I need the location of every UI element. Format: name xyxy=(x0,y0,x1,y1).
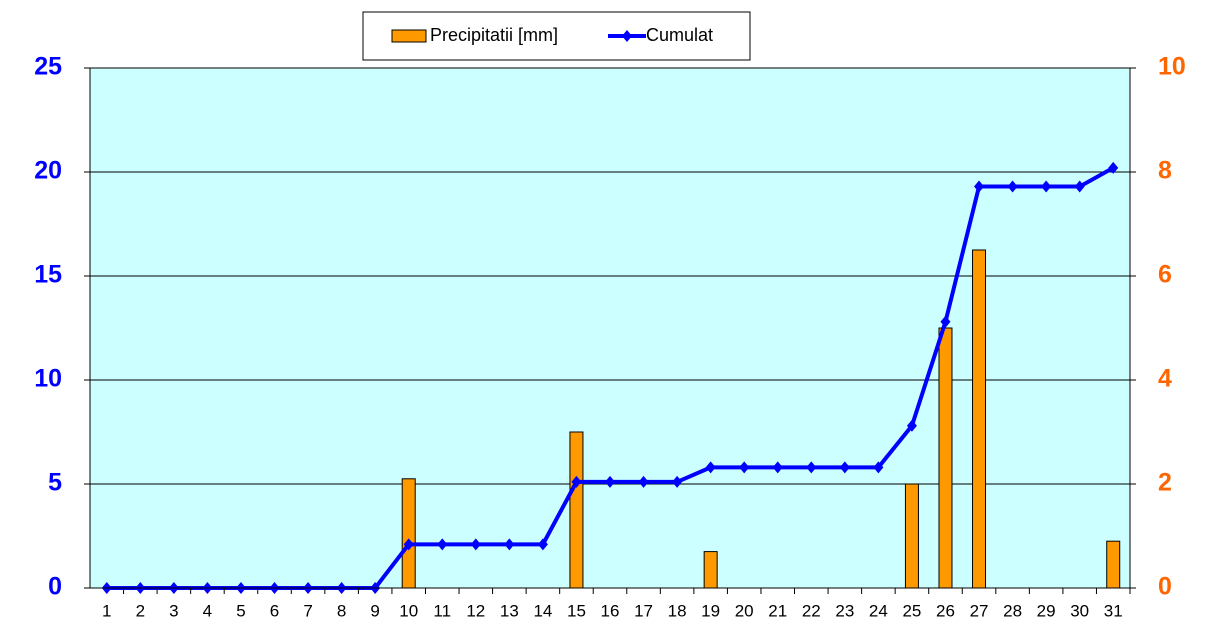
marker xyxy=(571,475,582,488)
x-tick-label: 15 xyxy=(567,601,586,620)
y2-tick-label: 8 xyxy=(1158,157,1172,185)
marker xyxy=(839,461,850,474)
x-tick-label: 28 xyxy=(1003,601,1022,620)
x-tick-label: 7 xyxy=(303,601,312,620)
x-tick-label: 25 xyxy=(902,601,921,620)
y-tick-label: 25 xyxy=(34,53,62,81)
x-tick-label: 27 xyxy=(970,601,989,620)
y2-tick-label: 6 xyxy=(1158,261,1172,289)
marker xyxy=(1074,180,1085,193)
y-tick-label: 0 xyxy=(48,573,62,601)
marker xyxy=(873,461,884,474)
legend-label: Precipitatii [mm] xyxy=(430,25,558,45)
marker xyxy=(470,538,481,551)
marker xyxy=(1108,161,1119,174)
y-tick-label: 20 xyxy=(34,157,62,185)
x-tick-label: 16 xyxy=(601,601,620,620)
x-tick-label: 31 xyxy=(1104,601,1123,620)
x-tick-label: 18 xyxy=(668,601,687,620)
bar xyxy=(972,249,987,589)
x-tick-label: 26 xyxy=(936,601,955,620)
marker xyxy=(906,419,917,432)
y2-tick-label: 0 xyxy=(1158,573,1172,601)
x-tick-label: 11 xyxy=(433,601,451,620)
y-tick-label: 15 xyxy=(34,261,62,289)
x-tick-label: 23 xyxy=(835,601,854,620)
x-tick-label: 1 xyxy=(102,601,111,620)
y2-tick-label: 10 xyxy=(1158,53,1186,81)
marker xyxy=(772,461,783,474)
legend-swatch xyxy=(391,29,427,43)
x-tick-label: 24 xyxy=(869,601,888,620)
x-tick-label: 5 xyxy=(236,601,245,620)
legend-label: Cumulat xyxy=(646,25,713,45)
x-tick-label: 19 xyxy=(701,601,720,620)
legend xyxy=(362,11,751,61)
bar xyxy=(401,478,416,589)
marker xyxy=(705,461,716,474)
marker xyxy=(403,538,414,551)
marker xyxy=(605,475,615,488)
x-tick-label: 9 xyxy=(370,601,379,620)
x-tick-label: 21 xyxy=(768,601,787,620)
marker xyxy=(1041,180,1052,193)
x-tick-label: 12 xyxy=(466,601,485,620)
marker xyxy=(806,461,817,474)
x-tick-label: 3 xyxy=(169,601,178,620)
bar xyxy=(703,551,718,589)
bar xyxy=(1106,540,1121,589)
marker xyxy=(638,475,649,488)
x-tick-label: 13 xyxy=(500,601,519,620)
x-tick-label: 29 xyxy=(1037,601,1056,620)
y2-tick-label: 4 xyxy=(1158,365,1172,393)
x-tick-label: 17 xyxy=(634,601,653,620)
marker xyxy=(672,475,683,488)
x-tick-label: 30 xyxy=(1070,601,1089,620)
marker xyxy=(537,538,548,551)
y2-tick-label: 2 xyxy=(1158,469,1172,497)
marker xyxy=(1007,180,1018,193)
marker xyxy=(974,180,985,193)
marker xyxy=(504,538,515,551)
marker xyxy=(940,315,951,328)
y-tick-label: 10 xyxy=(34,365,62,393)
bar xyxy=(904,483,919,589)
x-tick-label: 22 xyxy=(802,601,821,620)
x-tick-label: 14 xyxy=(533,601,552,620)
legend-marker xyxy=(622,30,632,42)
marker xyxy=(739,461,750,474)
y-tick-label: 5 xyxy=(48,469,62,497)
marker xyxy=(437,538,448,551)
x-tick-label: 2 xyxy=(136,601,145,620)
x-tick-label: 4 xyxy=(203,601,212,620)
x-tick-label: 6 xyxy=(270,601,279,620)
bar xyxy=(938,327,953,589)
plot-area xyxy=(90,68,1130,588)
bar xyxy=(569,431,584,589)
x-tick-label: 20 xyxy=(735,601,754,620)
x-tick-label: 10 xyxy=(399,601,418,620)
x-tick-label: 8 xyxy=(337,601,346,620)
